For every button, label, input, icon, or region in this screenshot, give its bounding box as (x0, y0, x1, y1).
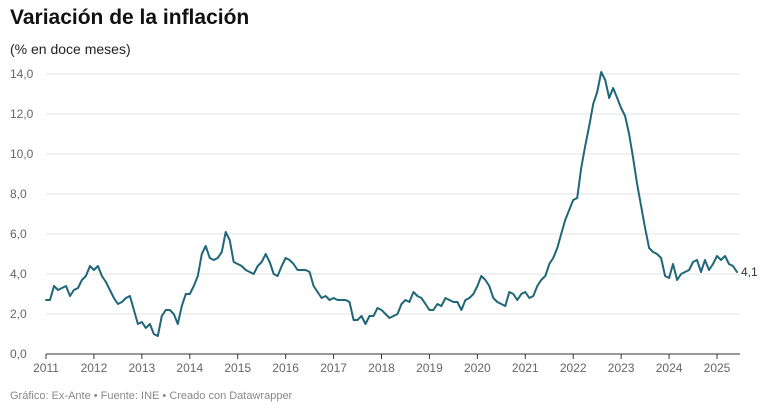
y-tick-label: 2,0 (10, 307, 27, 321)
x-tick-label: 2019 (416, 361, 443, 375)
chart-subtitle: (% en doce meses) (10, 41, 131, 57)
y-tick-label: 6,0 (10, 227, 27, 241)
y-tick-label: 12,0 (10, 107, 34, 121)
x-tick-label: 2018 (368, 361, 395, 375)
y-tick-label: 14,0 (10, 67, 34, 81)
x-tick-label: 2024 (656, 361, 683, 375)
x-tick-label: 2023 (608, 361, 635, 375)
x-tick-label: 2012 (81, 361, 108, 375)
series-line-inflacion (45, 71, 738, 337)
x-tick-label: 2021 (512, 361, 539, 375)
x-tick-label: 2014 (176, 361, 203, 375)
series-layer (45, 71, 738, 337)
x-tick-label: 2015 (224, 361, 251, 375)
x-axis-ticks: 2011 2012 2013 2014 2015 2016 2017 2018 2019 2020… (33, 354, 731, 375)
y-tick-label: 10,0 (10, 147, 34, 161)
end-value-label: 4,1 (741, 265, 758, 279)
x-tick-label: 2020 (464, 361, 491, 375)
x-tick-label: 2016 (272, 361, 299, 375)
gridlines (46, 73, 740, 355)
y-tick-label: 8,0 (10, 187, 27, 201)
y-tick-label: 0,0 (10, 347, 27, 361)
y-axis-ticks: 0,0 2,0 4,0 6,0 8,0 10,0 12,0 14,0 (10, 67, 34, 361)
x-tick-label: 2017 (320, 361, 347, 375)
x-tick-label: 2011 (33, 361, 59, 375)
x-tick-label: 2022 (560, 361, 587, 375)
x-tick-label: 2025 (704, 361, 731, 375)
y-tick-label: 4,0 (10, 267, 27, 281)
x-tick-label: 2013 (129, 361, 156, 375)
chart-title: Variación de la inflación (10, 6, 250, 29)
source-credit: Gráfico: Ex-Ante • Fuente: INE • Creado … (10, 390, 293, 402)
end-label-layer: 4,1 (741, 265, 758, 279)
